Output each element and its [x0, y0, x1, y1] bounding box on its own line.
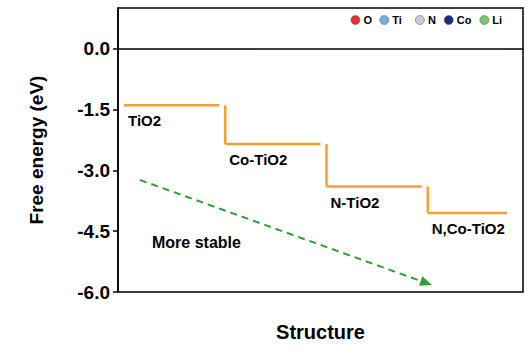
- svg-text:Ti: Ti: [392, 14, 402, 26]
- svg-text:More stable: More stable: [152, 234, 241, 251]
- svg-text:Co: Co: [457, 14, 472, 26]
- svg-text:-3.0: -3.0: [77, 160, 110, 181]
- svg-text:Structure: Structure: [276, 321, 365, 343]
- svg-text:Co-TiO2: Co-TiO2: [229, 151, 287, 168]
- svg-text:-1.5: -1.5: [77, 99, 110, 120]
- svg-text:N: N: [428, 14, 436, 26]
- svg-text:TiO2: TiO2: [128, 112, 161, 129]
- svg-text:N,Co-TiO2: N,Co-TiO2: [432, 220, 505, 237]
- svg-text:O: O: [363, 14, 372, 26]
- svg-text:0.0: 0.0: [84, 38, 110, 59]
- svg-text:Li: Li: [492, 14, 502, 26]
- svg-text:-4.5: -4.5: [77, 221, 110, 242]
- svg-text:Free energy (eV): Free energy (eV): [26, 76, 47, 225]
- svg-text:-6.0: -6.0: [77, 282, 110, 303]
- svg-text:N-TiO2: N-TiO2: [331, 194, 380, 211]
